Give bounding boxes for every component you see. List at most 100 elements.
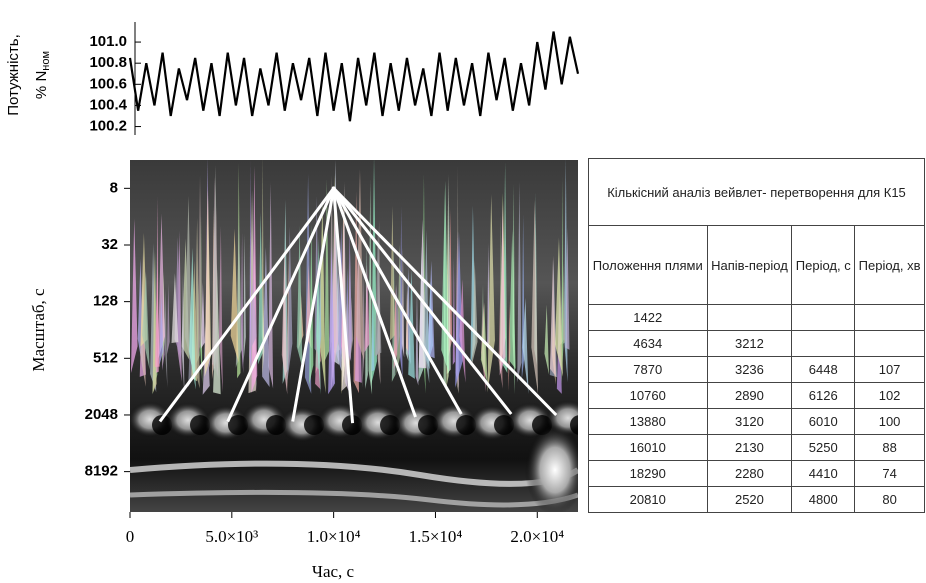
table-cell: 3212: [706, 330, 793, 357]
table-cell: [791, 330, 856, 357]
texture-spike: [324, 179, 330, 362]
texture-spike: [218, 225, 223, 393]
texture-spike: [487, 194, 495, 393]
y-tick-label: 8192: [85, 463, 118, 480]
table-cell: 74: [854, 460, 925, 487]
y-axis-unit: % Nном: [33, 51, 52, 99]
table-cell: 2130: [706, 434, 793, 461]
texture-spike: [319, 199, 326, 393]
texture-spike: [287, 226, 293, 384]
spot-line: [226, 187, 336, 423]
texture-spike: [309, 224, 314, 385]
table-cell: 4800: [791, 486, 856, 513]
texture-spike: [200, 282, 205, 349]
texture-spike: [549, 255, 557, 377]
texture-spike: [565, 227, 570, 350]
table-cell: 1422: [588, 304, 708, 331]
texture-spike: [156, 196, 159, 373]
y-tick-label: 2048: [85, 406, 118, 423]
texture-spike: [130, 218, 138, 374]
texture-spike: [296, 225, 303, 368]
texture-spike: [459, 279, 466, 383]
texture-dark: [570, 415, 578, 435]
texture-spike: [189, 247, 196, 390]
table-row: 1422: [588, 304, 925, 331]
table-row: 16010 2130 5250 88: [588, 434, 925, 461]
table-cell: 2890: [706, 382, 793, 409]
table-cell: 7870: [588, 356, 708, 383]
table-cell: 3120: [706, 408, 793, 435]
texture-spike: [554, 237, 563, 377]
texture-spike: [399, 205, 403, 378]
texture-spike: [371, 301, 375, 372]
table-cell: 2280: [706, 460, 793, 487]
table-cell: 10760: [588, 382, 708, 409]
texture-spike: [181, 271, 185, 395]
table-cell: 4634: [588, 330, 708, 357]
x-tick-label: 1.5×10⁴: [409, 527, 463, 546]
table-cell: [854, 304, 925, 331]
y-axis-label: Масштаб, с: [29, 288, 48, 372]
texture-spike: [230, 228, 239, 363]
x-tick-label: 2.0×10⁴: [510, 527, 564, 546]
texture-spike: [471, 259, 478, 365]
table-row: 20810 2520 4800 80: [588, 486, 925, 513]
texture-spike: [393, 284, 398, 370]
table-cell: 3236: [706, 356, 793, 383]
y-tick-label: 128: [93, 293, 118, 310]
texture-spike: [204, 189, 212, 377]
texture-spike: [262, 274, 265, 376]
table-cell: 16010: [588, 434, 708, 461]
texture-spike: [522, 297, 529, 394]
unit-text: % N: [33, 71, 50, 99]
texture-spike: [243, 233, 246, 365]
texture-spike: [212, 165, 219, 379]
texture-spike: [499, 201, 506, 376]
texture-spike: [374, 227, 382, 357]
spot-line: [332, 187, 417, 418]
texture-spike: [157, 213, 166, 361]
scalogram-image: [130, 160, 578, 512]
x-tick-label: 1.0×10⁴: [307, 527, 361, 546]
table-cell: 88: [854, 434, 925, 461]
y-tick-label: 101.0: [89, 33, 127, 50]
column-header: Період, хв: [854, 225, 925, 305]
texture-spike: [362, 271, 365, 388]
texture-spike: [517, 181, 522, 383]
spot-line: [332, 187, 463, 415]
column-header: Напів-період: [706, 225, 793, 305]
spot-line: [332, 188, 355, 424]
y-tick-label: 100.2: [89, 118, 127, 135]
table-cell: 5250: [791, 434, 856, 461]
x-tick-label: 0: [126, 527, 135, 546]
texture-spike: [166, 283, 170, 355]
table-cell: 4410: [791, 460, 856, 487]
table-cell: [791, 304, 856, 331]
texture-spike: [142, 271, 150, 370]
table: Кількісний аналіз вейвлет- перетворення …: [588, 158, 925, 513]
column-header: Положення плями: [588, 225, 708, 305]
table-cell: 18290: [588, 460, 708, 487]
table-title: Кількісний аналіз вейвлет- перетворення …: [588, 158, 925, 226]
texture-spike: [561, 176, 564, 386]
table-row: 13880 3120 6010 100: [588, 408, 925, 435]
y-tick-label: 100.8: [89, 54, 127, 71]
x-axis-label: Час, с: [312, 562, 355, 581]
texture-spike: [164, 288, 168, 388]
texture-spike: [159, 296, 164, 366]
texture-spike: [401, 247, 405, 358]
y-tick-label: 100.6: [89, 75, 127, 92]
texture-spike: [197, 175, 203, 359]
table-cell: [854, 330, 925, 357]
table-row: 10760 2890 6126 102: [588, 382, 925, 409]
spot-line: [332, 187, 558, 417]
texture-spike: [347, 246, 353, 372]
table-cell: 6448: [791, 356, 856, 383]
texture-spike: [531, 199, 539, 394]
table-cell: 107: [854, 356, 925, 383]
texture-spike: [389, 205, 395, 341]
y-tick-label: 32: [101, 236, 118, 253]
table-cell: 100: [854, 408, 925, 435]
texture-spike: [171, 273, 179, 344]
